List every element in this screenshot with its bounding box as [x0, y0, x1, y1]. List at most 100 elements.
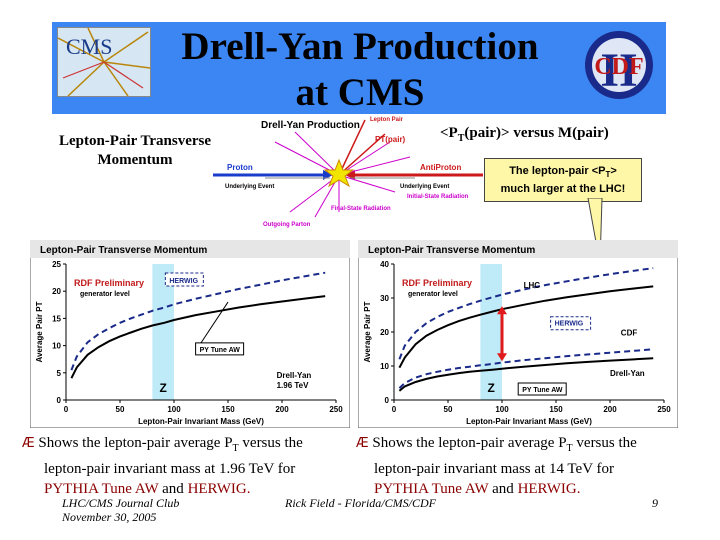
- lhc-label: LHC: [524, 281, 541, 290]
- x-tick-label: 0: [64, 405, 69, 414]
- herwig-label: HERWIG: [169, 278, 198, 285]
- y-tick-label: 0: [57, 396, 62, 405]
- callout-line1-pre: The lepton-pair <P: [509, 165, 606, 177]
- x-tick-label: 250: [657, 405, 671, 414]
- bullet-left: Æ Shows the lepton-pair average PT versu…: [22, 433, 362, 499]
- underlying-event-right: Underlying Event: [400, 184, 449, 190]
- generator-label: generator level: [80, 291, 130, 298]
- chart-title: Lepton-Pair Transverse Momentum: [40, 245, 207, 256]
- x-axis-label: Lepton-Pair Invariant Mass (GeV): [466, 417, 592, 426]
- series-line-0: [70, 271, 326, 371]
- series-line-0: [398, 267, 654, 360]
- difference-arrow-bottom: [497, 353, 507, 362]
- y-tick-label: 20: [52, 287, 61, 296]
- slide-title: Drell-Yan Production at CMS: [150, 24, 570, 116]
- pytune-box: [195, 342, 245, 356]
- diagram-title: Drell-Yan Production: [261, 120, 360, 131]
- footer-left-line2: November 30, 2005: [62, 510, 157, 524]
- bullet-right-text1: Shows the lepton-pair average P: [372, 435, 567, 451]
- underlying-event-left: Underlying Event: [225, 184, 274, 190]
- pytune-box: [517, 382, 567, 396]
- z-label: Z: [160, 381, 167, 395]
- bullet-right-line2: lepton-pair invariant mass at 14 TeV for: [374, 461, 614, 477]
- cdf-roman-numeral: II: [600, 44, 637, 97]
- bullet-left-symbol: Æ: [22, 436, 35, 451]
- x-tick-label: 250: [329, 405, 343, 414]
- y-axis-label: Average Pair PT: [35, 301, 44, 362]
- footer-left-line1: LHC/CMS Journal Club: [62, 496, 180, 510]
- drell-yan-diagram: Drell-Yan Production Proton AntiProton U…: [213, 116, 483, 228]
- x-tick-label: 0: [392, 405, 397, 414]
- title-line1: Drell-Yan Production: [181, 25, 539, 68]
- lepton-line: [338, 119, 366, 176]
- bullet-right-and: and: [492, 481, 514, 497]
- collision-vertex: [323, 158, 355, 188]
- bullet-right-text1-post: versus the: [572, 435, 637, 451]
- herwig-label: HERWIG: [555, 321, 584, 328]
- y-tick-label: 5: [57, 369, 62, 378]
- chart-header: [358, 240, 678, 258]
- left-heading: Lepton-Pair Transverse Momentum: [40, 132, 230, 170]
- y-tick-label: 30: [380, 294, 389, 303]
- footer-left: LHC/CMS Journal Club November 30, 2005: [62, 496, 179, 524]
- antiproton-label: AntiProton: [420, 163, 461, 172]
- x-tick-label: 50: [444, 405, 453, 414]
- y-tick-label: 15: [52, 314, 61, 323]
- proton-label: Proton: [227, 163, 253, 172]
- page-number: 9: [652, 496, 658, 510]
- difference-arrow-top: [497, 306, 507, 315]
- series-line-1: [398, 285, 654, 369]
- callout-line1-sub: T: [605, 170, 611, 180]
- z-mass-band: [152, 264, 174, 400]
- preliminary-label: RDF Preliminary: [74, 278, 144, 288]
- chart-header: [30, 240, 350, 258]
- process-label-2: 1.96 TeV: [277, 381, 310, 390]
- final-state-label: Final-State Radiation: [331, 206, 391, 212]
- right-heading-pre: <P: [440, 125, 458, 141]
- series-line-3: [398, 357, 654, 392]
- bullet-right-line1: Æ Shows the lepton-pair average PT versu…: [356, 433, 706, 459]
- bullet-left-tune: PYTHIA Tune AW: [44, 481, 159, 497]
- cms-logo: CMS: [57, 27, 151, 97]
- bullet-left-sub: T: [232, 443, 239, 454]
- x-tick-label: 100: [167, 405, 181, 414]
- bullet-left-line3: PYTHIA Tune AW and HERWIG.: [22, 479, 362, 499]
- bullet-left-herwig: HERWIG.: [187, 481, 251, 497]
- series-line-2: [398, 348, 654, 389]
- bullet-left-line1: Æ Shows the lepton-pair average PT versu…: [22, 433, 362, 459]
- bullet-right: Æ Shows the lepton-pair average PT versu…: [356, 433, 706, 499]
- bullet-left-line2: lepton-pair invariant mass at 1.96 TeV f…: [44, 461, 296, 477]
- cdf-label: CDF: [621, 328, 638, 337]
- preliminary-label: RDF Preliminary: [402, 278, 472, 288]
- herwig-box: [164, 272, 204, 287]
- callout-line2: much larger at the LHC!: [500, 183, 626, 196]
- cdf-logo-text: CDF: [594, 54, 643, 80]
- outgoing-parton-label: Outgoing Parton: [263, 222, 311, 228]
- x-axis-label: Lepton-Pair Invariant Mass (GeV): [138, 417, 264, 426]
- cms-logo-text: CMS: [66, 34, 112, 59]
- callout-box: The lepton-pair <PT> much larger at the …: [484, 158, 642, 202]
- left-heading-line1: Lepton-Pair Transverse: [58, 133, 212, 149]
- chart-title: Lepton-Pair Transverse Momentum: [368, 245, 535, 256]
- bullet-right-herwig: HERWIG.: [517, 481, 581, 497]
- callout-line1-post: >: [610, 165, 617, 177]
- chart-frame: [30, 240, 350, 428]
- x-tick-label: 150: [549, 405, 563, 414]
- right-heading-sub: T: [457, 133, 465, 144]
- bullet-right-symbol: Æ: [356, 436, 369, 451]
- process-label-1: Drell-Yan: [277, 371, 312, 380]
- z-mass-band: [480, 264, 502, 400]
- title-line2: at CMS: [295, 71, 425, 114]
- y-tick-label: 10: [380, 362, 389, 371]
- series-line-1: [70, 295, 326, 379]
- bullet-left-text1-post: versus the: [238, 435, 303, 451]
- cdf-logo: II CDF: [585, 31, 653, 99]
- left-heading-line2: Momentum: [97, 152, 173, 168]
- cms-logo-graphic: CMS: [58, 28, 150, 96]
- x-tick-label: 150: [221, 405, 235, 414]
- y-tick-label: 0: [385, 396, 390, 405]
- y-axis-label: Average Pair PT: [363, 301, 372, 362]
- process-label: Drell-Yan: [610, 369, 645, 378]
